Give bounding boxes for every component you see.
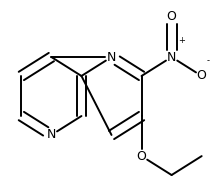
Text: O: O	[167, 11, 177, 23]
Text: N: N	[47, 128, 56, 142]
Text: O: O	[137, 150, 147, 163]
Text: -: -	[206, 56, 210, 65]
Text: O: O	[197, 70, 206, 83]
Text: N: N	[167, 50, 176, 64]
Text: +: +	[178, 36, 185, 45]
Text: N: N	[107, 50, 116, 64]
